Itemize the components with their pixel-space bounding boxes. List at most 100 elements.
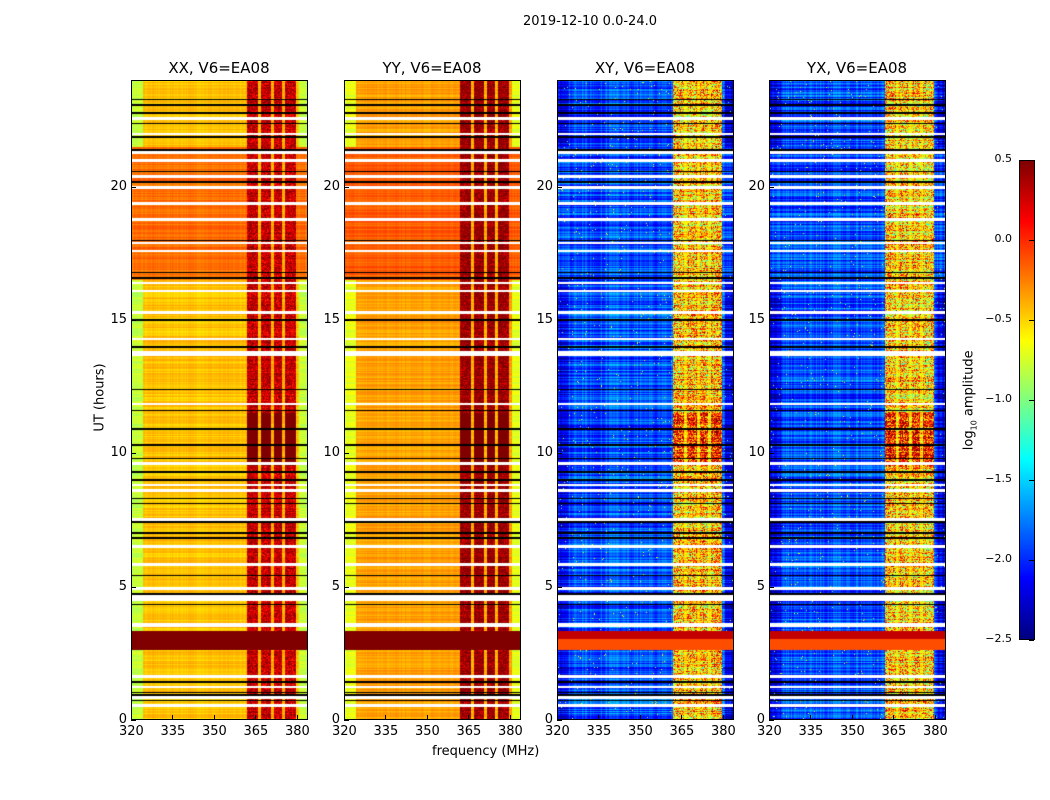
x-tick-label: 365 bbox=[243, 724, 269, 739]
colorbar-tick-label: −1.0 bbox=[985, 392, 1012, 405]
x-tick bbox=[598, 715, 600, 720]
y-tick-label: 15 bbox=[110, 312, 127, 327]
x-tick bbox=[172, 715, 174, 720]
y-tick-label: 20 bbox=[748, 178, 765, 194]
x-tick-label: 335 bbox=[586, 724, 612, 739]
y-tick bbox=[769, 720, 774, 721]
x-tick bbox=[213, 715, 215, 720]
x-tick-label: 335 bbox=[373, 724, 399, 739]
y-tick-label: 0 bbox=[331, 712, 340, 727]
x-tick-label: 320 bbox=[545, 724, 570, 739]
x-tick bbox=[509, 715, 511, 720]
x-tick-label: 350 bbox=[627, 724, 653, 739]
x-tick-label: 380 bbox=[710, 724, 736, 739]
panel-title: YX, V6=EA08 bbox=[806, 59, 908, 77]
panel-title: XY, V6=EA08 bbox=[594, 59, 696, 77]
colorbar-tick-label: −0.5 bbox=[985, 312, 1012, 325]
heatmap-panel-xy bbox=[557, 80, 734, 720]
y-tick-label: 5 bbox=[544, 578, 553, 594]
heatmap-image bbox=[770, 81, 945, 719]
x-tick bbox=[934, 715, 936, 720]
heatmap-image bbox=[345, 81, 520, 719]
figure-title: 2019-12-10 0.0-24.0 bbox=[523, 14, 657, 29]
x-tick bbox=[385, 715, 387, 720]
colorbar-tick bbox=[1029, 640, 1034, 641]
colorbar bbox=[1019, 160, 1035, 640]
x-axis-label: frequency (MHz) bbox=[432, 744, 540, 759]
y-tick bbox=[557, 453, 562, 455]
y-tick-label: 20 bbox=[323, 178, 340, 194]
heatmap-panel-yx bbox=[769, 80, 946, 720]
colorbar-tick bbox=[1029, 160, 1034, 161]
y-tick-label: 10 bbox=[323, 445, 340, 461]
x-tick bbox=[681, 715, 683, 720]
y-tick-label: 0 bbox=[544, 712, 553, 727]
x-tick bbox=[851, 715, 853, 720]
y-tick bbox=[557, 586, 562, 588]
x-tick bbox=[131, 715, 132, 720]
colorbar-tick-label: −2.0 bbox=[985, 552, 1012, 565]
y-tick bbox=[344, 186, 349, 188]
colorbar-tick-label: 0.0 bbox=[994, 232, 1013, 245]
x-tick-label: 365 bbox=[881, 724, 907, 739]
x-tick bbox=[639, 715, 641, 720]
x-tick-label: 335 bbox=[798, 724, 824, 739]
y-tick-label: 10 bbox=[536, 445, 553, 461]
x-tick-label: 380 bbox=[284, 724, 310, 739]
y-tick-label: 10 bbox=[110, 445, 127, 461]
x-tick-label: 320 bbox=[119, 724, 144, 739]
y-tick-label: 20 bbox=[110, 178, 127, 194]
x-tick bbox=[468, 715, 470, 720]
x-tick bbox=[296, 715, 298, 720]
heatmap-image bbox=[558, 81, 733, 719]
y-tick bbox=[131, 720, 136, 721]
x-tick bbox=[255, 715, 257, 720]
x-tick-label: 335 bbox=[160, 724, 186, 739]
colorbar-tick-label: 0.5 bbox=[994, 152, 1013, 165]
y-tick-label: 20 bbox=[536, 178, 553, 194]
x-tick-label: 350 bbox=[839, 724, 865, 739]
x-tick bbox=[769, 715, 770, 720]
y-tick bbox=[344, 720, 349, 721]
y-tick bbox=[557, 186, 562, 188]
y-tick-label: 0 bbox=[756, 712, 765, 727]
x-tick bbox=[810, 715, 812, 720]
y-tick bbox=[769, 186, 774, 188]
y-axis-label: UT (hours) bbox=[92, 363, 108, 432]
y-tick-label: 5 bbox=[331, 578, 340, 594]
y-tick bbox=[344, 453, 349, 455]
y-tick-label: 5 bbox=[756, 578, 765, 594]
y-tick bbox=[769, 453, 774, 455]
y-tick bbox=[344, 586, 349, 588]
x-tick-label: 320 bbox=[757, 724, 782, 739]
heatmap-panel-yy bbox=[344, 80, 521, 720]
y-tick bbox=[769, 320, 774, 321]
heatmap-image bbox=[132, 81, 307, 719]
heatmap-panel-xx bbox=[131, 80, 308, 720]
colorbar-tick bbox=[1029, 320, 1034, 321]
y-tick-label: 15 bbox=[748, 312, 765, 327]
y-tick-label: 15 bbox=[536, 312, 553, 327]
y-tick-label: 10 bbox=[748, 445, 765, 461]
x-tick bbox=[722, 715, 724, 720]
panel-title: YY, V6=EA08 bbox=[382, 59, 482, 77]
y-tick-label: 5 bbox=[118, 578, 127, 594]
colorbar-tick bbox=[1029, 400, 1034, 401]
x-tick-label: 365 bbox=[456, 724, 482, 739]
x-tick-label: 365 bbox=[669, 724, 695, 739]
x-tick-label: 350 bbox=[201, 724, 227, 739]
x-tick-label: 320 bbox=[332, 724, 357, 739]
panel-title: XX, V6=EA08 bbox=[168, 59, 270, 77]
y-tick bbox=[131, 320, 136, 321]
y-tick bbox=[344, 320, 349, 321]
colorbar-tick bbox=[1029, 240, 1034, 241]
y-tick bbox=[557, 720, 562, 721]
colorbar-gradient bbox=[1020, 161, 1034, 639]
x-tick-label: 380 bbox=[922, 724, 948, 739]
x-tick bbox=[426, 715, 428, 720]
x-tick bbox=[893, 715, 895, 720]
x-tick-label: 350 bbox=[414, 724, 440, 739]
colorbar-tick bbox=[1029, 560, 1034, 561]
y-tick-label: 15 bbox=[323, 312, 340, 327]
